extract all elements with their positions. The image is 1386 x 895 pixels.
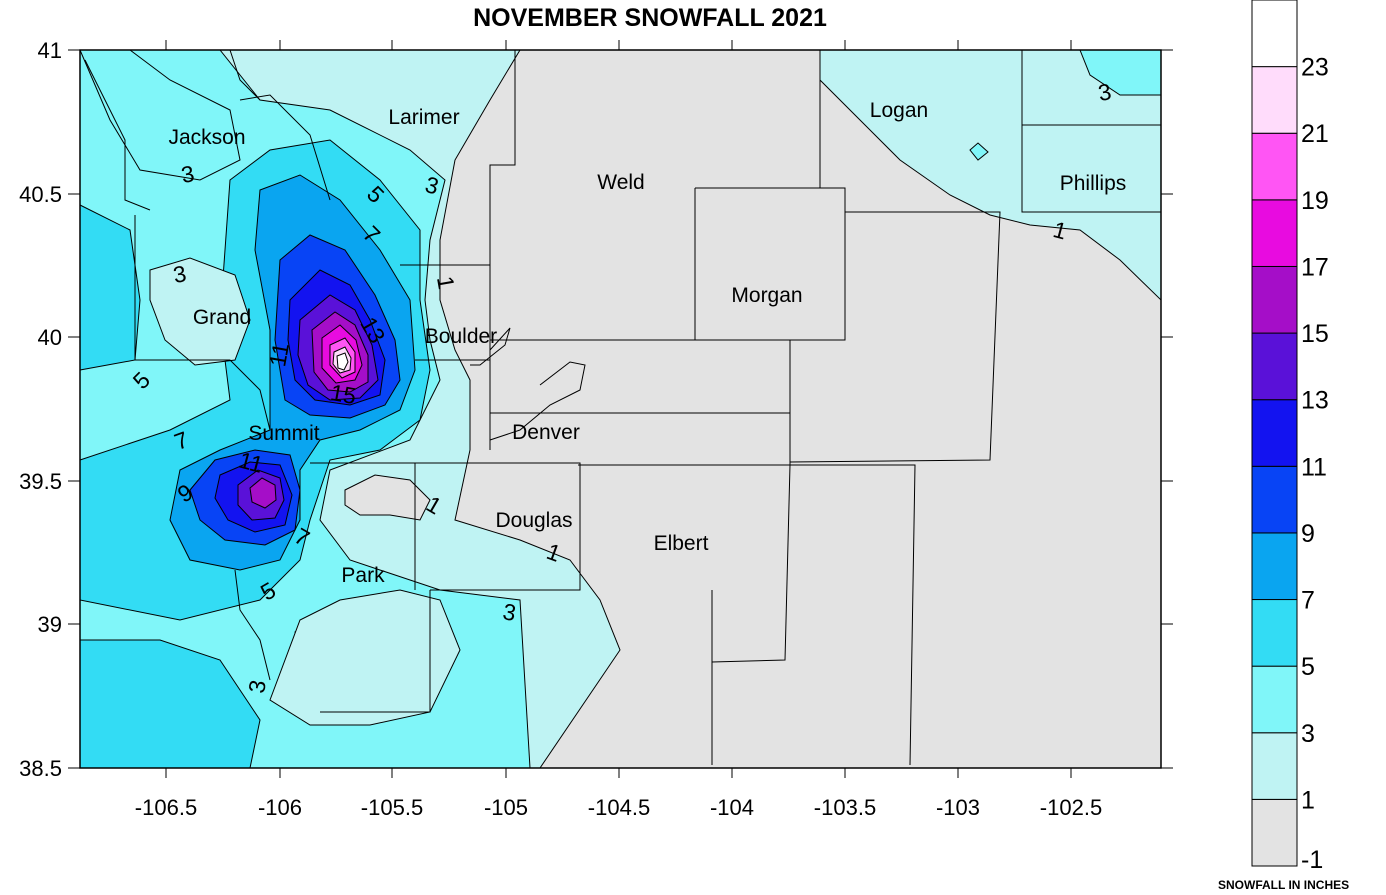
contour-label: 1 xyxy=(432,274,460,291)
legend-swatch xyxy=(1251,599,1298,667)
county-line xyxy=(234,569,271,681)
x-tick-labels: -106.5 -106 -105.5 -105 -104.5 -104 -103… xyxy=(135,795,1102,820)
y-tick-label: 39 xyxy=(38,612,62,637)
x-tick-label: -106.5 xyxy=(135,795,197,820)
county-label-phillips: Phillips xyxy=(1060,172,1127,195)
legend-label: 17 xyxy=(1301,253,1329,281)
contour-fill-3-west xyxy=(79,49,241,181)
legend-label: 23 xyxy=(1301,54,1329,82)
county-line xyxy=(134,215,271,431)
contour-fill-15-summit xyxy=(249,477,277,509)
county-line xyxy=(694,187,846,341)
legend-swatch xyxy=(1251,665,1298,734)
county-label-denver: Denver xyxy=(512,421,580,444)
y-tick-label: 38.5 xyxy=(19,756,62,781)
legend-swatch xyxy=(1251,465,1298,534)
county-line xyxy=(320,590,431,713)
x-tick-label: -103.5 xyxy=(814,795,876,820)
county-label-weld: Weld xyxy=(597,171,644,194)
map-title: NOVEMBER SNOWFALL 2021 xyxy=(473,4,827,32)
x-tick-label: -104.5 xyxy=(588,795,650,820)
contour-fill-blob-park xyxy=(344,474,431,521)
legend-caption: SNOWFALL IN INCHES xyxy=(1218,878,1350,892)
contour-fill-blob-logan xyxy=(969,142,989,161)
x-tick-label: -102.5 xyxy=(1040,795,1102,820)
county-line xyxy=(239,94,331,201)
x-tick-label: -103 xyxy=(936,795,980,820)
y-tick-label: 39.5 xyxy=(19,469,62,494)
county-label-douglas: Douglas xyxy=(495,509,572,532)
county-line xyxy=(578,464,916,766)
legend-label: 9 xyxy=(1301,520,1315,548)
legend-label: 15 xyxy=(1301,320,1329,348)
county-line xyxy=(489,361,586,441)
x-tick-label: -104 xyxy=(710,795,754,820)
contour-fills xyxy=(79,49,1162,769)
county-label-boulder: Boulder xyxy=(425,325,497,348)
county-line xyxy=(711,464,791,663)
contour-fill-3-grand xyxy=(149,257,251,366)
y-tick-label: 40.5 xyxy=(19,182,62,207)
contour-fill-3-park xyxy=(269,589,461,726)
county-label-park: Park xyxy=(341,564,385,587)
county-label-logan: Logan xyxy=(870,99,928,122)
axis-ticks xyxy=(68,40,1173,778)
county-line xyxy=(470,327,511,366)
legend-swatch xyxy=(1251,199,1298,267)
county-label-morgan: Morgan xyxy=(731,284,802,307)
legend-swatch xyxy=(1251,798,1298,867)
legend-label: -1 xyxy=(1301,846,1323,874)
legend-swatch xyxy=(1251,332,1298,401)
legend-swatch xyxy=(1251,399,1298,467)
county-label-jackson: Jackson xyxy=(168,126,245,149)
contour-label: 3 xyxy=(179,160,196,188)
legend-label: 7 xyxy=(1301,587,1315,615)
county-label-grand: Grand xyxy=(193,306,251,329)
legend-label: 3 xyxy=(1301,720,1315,748)
x-tick-label: -106 xyxy=(258,795,302,820)
legend-label: 19 xyxy=(1301,187,1329,215)
legend-swatch xyxy=(1251,66,1298,134)
legend-label: 1 xyxy=(1301,786,1315,814)
contour-fill-23 xyxy=(336,352,349,371)
county-labels: Jackson Larimer Weld Logan Phillips Gran… xyxy=(168,99,1126,587)
legend-label: 21 xyxy=(1301,120,1329,148)
county-line xyxy=(400,50,516,266)
county-label-larimer: Larimer xyxy=(388,106,459,129)
county-line xyxy=(789,211,1001,463)
contour-label: 3 xyxy=(1096,78,1113,106)
y-tick-label: 41 xyxy=(38,38,62,63)
y-tick-labels: 41 40.5 40 39.5 39 38.5 xyxy=(19,38,62,781)
county-boundaries xyxy=(84,49,1161,766)
county-label-summit: Summit xyxy=(248,422,319,445)
legend-label: 13 xyxy=(1301,387,1329,415)
contour-label: 11 xyxy=(264,341,294,369)
contour-label: 3 xyxy=(501,598,518,626)
county-line xyxy=(84,59,151,211)
legend-label: 5 xyxy=(1301,653,1315,681)
x-tick-label: -105 xyxy=(484,795,528,820)
county-line xyxy=(1021,50,1161,213)
x-tick-label: -105.5 xyxy=(361,795,423,820)
county-label-elbert: Elbert xyxy=(654,532,709,555)
contour-label: 15 xyxy=(329,379,359,409)
map-frame xyxy=(79,49,1162,769)
legend-swatch xyxy=(1251,265,1298,334)
contour-label: 3 xyxy=(171,260,188,288)
county-line xyxy=(229,49,261,101)
legend-swatch xyxy=(1251,732,1298,800)
contour-label: 3 xyxy=(243,678,271,695)
y-tick-label: 40 xyxy=(38,325,62,350)
legend-label: 11 xyxy=(1301,453,1327,481)
legend-swatch xyxy=(1251,132,1298,201)
legend-swatch xyxy=(1251,0,1298,68)
county-line xyxy=(490,339,791,465)
county-line xyxy=(415,462,581,591)
legend-swatch xyxy=(1251,532,1298,601)
